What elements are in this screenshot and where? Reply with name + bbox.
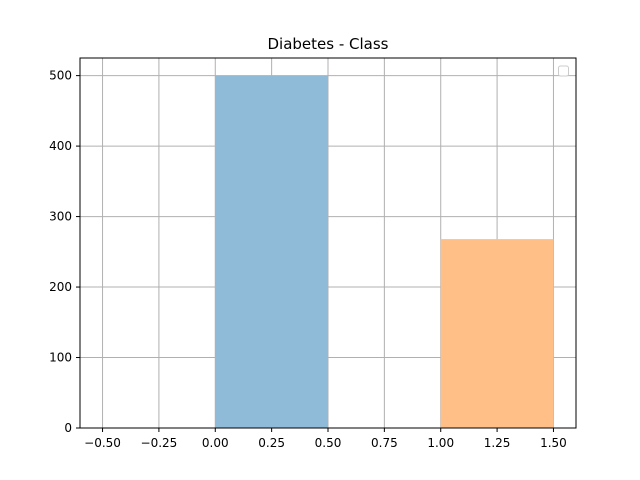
x-tick-label: −0.50 [84, 436, 121, 450]
x-tick-label: 0.00 [202, 436, 229, 450]
legend-box [558, 65, 569, 77]
x-tick-label: −0.25 [141, 436, 178, 450]
bar-1 [440, 239, 554, 428]
x-tick-label: 0.50 [315, 436, 342, 450]
bars [215, 75, 554, 428]
y-tick-label: 0 [64, 421, 72, 435]
chart-title: Diabetes - Class [268, 35, 389, 53]
x-tick-labels: −0.50 −0.25 0.00 0.25 0.50 0.75 1.00 1.25 1.50 [84, 436, 567, 450]
y-tick-label: 200 [49, 280, 72, 294]
x-tick-label: 0.25 [258, 436, 285, 450]
x-tick-label: 1.50 [540, 436, 567, 450]
bar-0 [215, 75, 328, 428]
x-tick-label: 1.25 [484, 436, 511, 450]
y-tick-label: 300 [49, 210, 72, 224]
x-tick-label: 0.75 [371, 436, 398, 450]
y-tick-label: 100 [49, 351, 72, 365]
y-tick-label: 500 [49, 69, 72, 83]
x-tick-label: 1.00 [427, 436, 454, 450]
y-tick-labels: 0 100 200 300 400 500 [49, 69, 72, 435]
y-tick-label: 400 [49, 139, 72, 153]
axis-ticks [76, 75, 554, 432]
